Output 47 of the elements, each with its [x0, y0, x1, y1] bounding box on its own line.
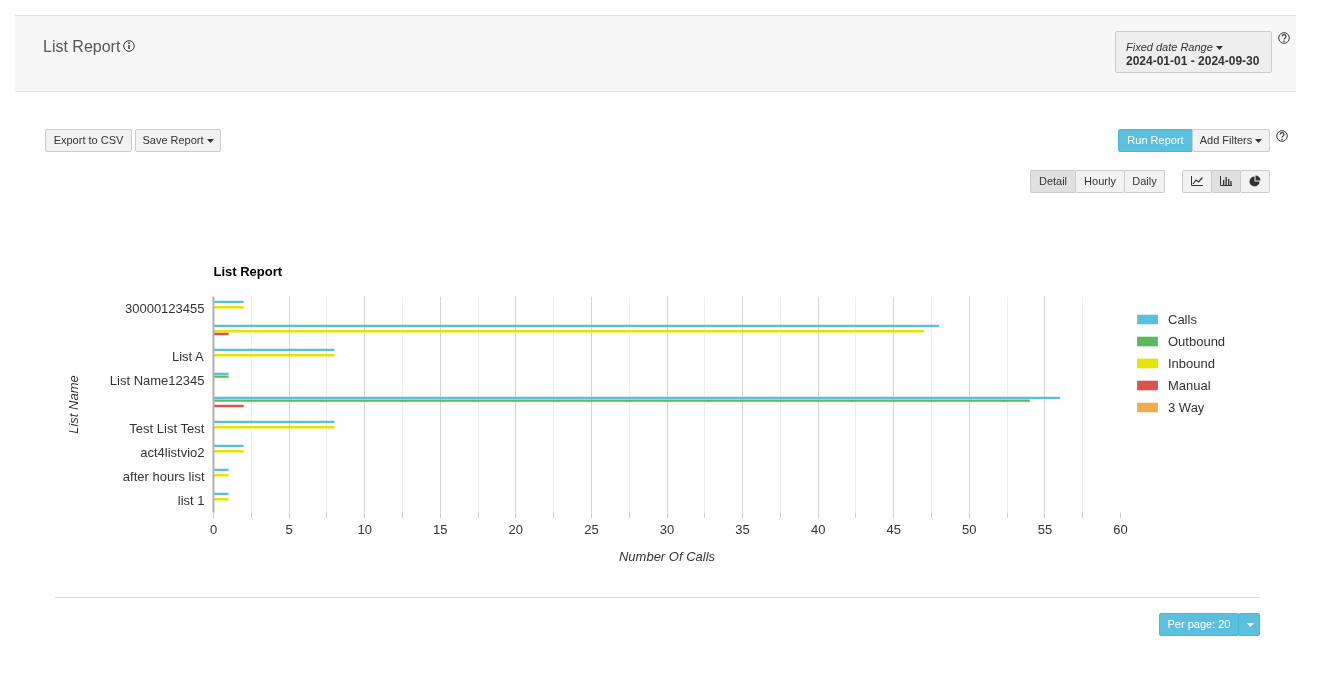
text: Run Report	[1118, 129, 1193, 152]
text: Hourly	[1075, 170, 1125, 193]
x-tick-label: 50	[962, 521, 977, 537]
x-tick-label: 5	[285, 521, 293, 537]
bar	[213, 306, 244, 309]
x-tick-label: 30	[659, 521, 675, 537]
legend-label: Inbound	[1168, 354, 1215, 372]
bar	[213, 330, 924, 333]
bar	[213, 498, 229, 501]
y-tick-label: List Name12345	[109, 373, 205, 388]
text: List Report	[43, 37, 121, 57]
x-tick-label: 25	[584, 521, 599, 537]
text: Fixed date Range	[1126, 40, 1214, 55]
bar	[213, 354, 335, 357]
legend-label: 3 Way	[1168, 398, 1205, 416]
x-axis-title: Number Of Calls	[618, 548, 716, 564]
legend-label: Outbound	[1168, 332, 1226, 350]
text: 2024-01-01 - 2024-09-30	[1126, 53, 1260, 70]
bar	[213, 399, 1030, 402]
y-tick-label: list 1	[177, 493, 205, 508]
x-tick-label: 0	[209, 521, 218, 537]
x-tick-label: 40	[810, 521, 826, 537]
legend-label: Manual	[1168, 376, 1211, 394]
x-tick-label: 10	[357, 521, 372, 537]
x-tick-label: 20	[508, 521, 524, 537]
x-tick-label: 35	[735, 521, 750, 537]
x-tick-label: 45	[886, 521, 901, 537]
y-tick-label: act4listvio2	[140, 445, 205, 460]
text: Add Filters	[1192, 129, 1270, 152]
y-tick-label: List A	[171, 349, 205, 364]
bar	[213, 450, 244, 453]
y-axis-title: List Name	[65, 375, 81, 434]
x-tick-label: 55	[1037, 521, 1053, 537]
text: Detail	[1030, 170, 1076, 193]
legend-label: Calls	[1168, 310, 1197, 328]
bar	[213, 474, 229, 477]
text: Save Report	[135, 129, 221, 152]
text: Daily	[1124, 170, 1165, 193]
y-tick-label: 30000123455	[124, 301, 205, 316]
y-tick-label: Test List Test	[129, 421, 205, 436]
x-tick-label: 60	[1113, 521, 1128, 537]
bar	[213, 426, 335, 429]
chart-title: List Report	[213, 264, 283, 279]
y-tick-label: after hours list	[122, 469, 205, 484]
text: Export to CSV	[45, 129, 132, 152]
x-tick-label: 15	[433, 521, 448, 537]
text: Per page: 20	[1159, 613, 1239, 636]
